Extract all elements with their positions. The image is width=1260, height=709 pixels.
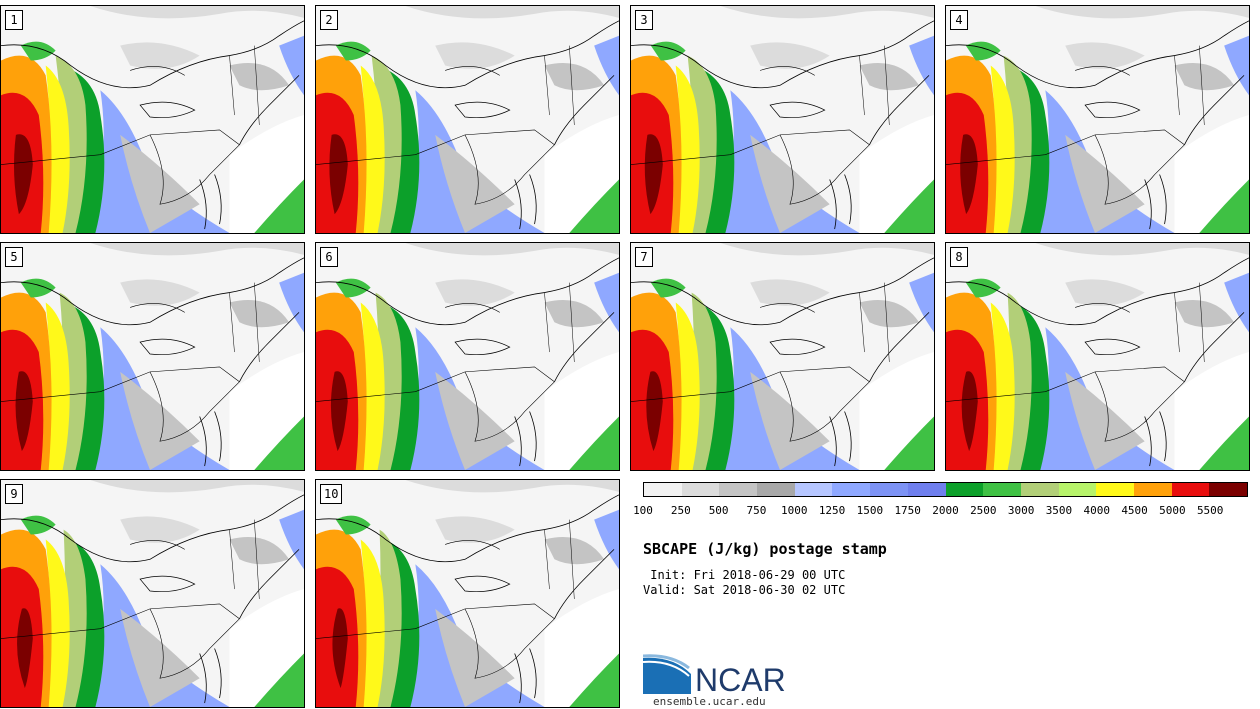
colorbar-tick-label: 3500 [1045, 504, 1073, 517]
member-number: 7 [635, 247, 653, 267]
colorbar-segment [945, 483, 984, 496]
colorbar-tick-label: 3000 [1007, 504, 1035, 517]
colorbar-segment [907, 483, 946, 496]
colorbar-tick-label: 1500 [856, 504, 884, 517]
ensemble-member-panel: 5 [0, 242, 305, 471]
colorbar-tick-label: 2000 [932, 504, 959, 517]
colorbar-segment [719, 483, 758, 496]
colorbar-tick-label: 1750 [894, 504, 921, 517]
colorbar-segment [1209, 483, 1247, 496]
colorbar-segment [1133, 483, 1172, 496]
colorbar-segment [870, 483, 908, 496]
member-number: 2 [320, 10, 338, 30]
member-number: 4 [950, 10, 968, 30]
colorbar-segment [832, 483, 871, 496]
ensemble-member-panel: 4 [945, 5, 1250, 234]
ensemble-member-panel: 10 [315, 479, 620, 708]
colorbar-tick-label: 100 [633, 504, 653, 517]
valid-time: Valid: Sat 2018-06-30 02 UTC [643, 583, 846, 597]
colorbar-tick-label: 4500 [1121, 504, 1148, 517]
ensemble-member-panel: 3 [630, 5, 935, 234]
page-title: SBCAPE (J/kg) postage stamp [643, 540, 887, 558]
ncar-logo: NCAR [643, 654, 786, 694]
colorbar-tick-label: 2500 [970, 504, 997, 517]
ncar-logo-text: NCAR [695, 662, 786, 694]
member-number: 6 [320, 247, 338, 267]
colorbar-tick-label: 500 [708, 504, 729, 517]
colorbar-segment [681, 483, 720, 496]
colorbar-segment [644, 483, 682, 496]
ensemble-member-panel: 9 [0, 479, 305, 708]
member-number: 10 [320, 484, 343, 504]
member-number: 8 [950, 247, 968, 267]
member-number: 3 [635, 10, 653, 30]
colorbar-tick-label: 250 [670, 504, 691, 517]
ensemble-member-panel: 7 [630, 242, 935, 471]
colorbar-tick-label: 5500 [1196, 504, 1224, 517]
ncar-logo-swoosh-icon [643, 657, 691, 694]
colorbar-tick-label: 1000 [781, 504, 808, 517]
ensemble-member-panel: 8 [945, 242, 1250, 471]
colorbar-tick-label: 5000 [1159, 504, 1186, 517]
logo-url: ensemble.ucar.edu [653, 695, 766, 708]
colorbar-segment [1058, 483, 1097, 496]
colorbar [643, 482, 1248, 497]
colorbar-tick-label: 4000 [1083, 504, 1111, 517]
ensemble-member-panel: 1 [0, 5, 305, 234]
ensemble-member-panel: 6 [315, 242, 620, 471]
colorbar-tick-label: 1250 [818, 504, 846, 517]
colorbar-segment [1020, 483, 1059, 496]
colorbar-segment [1096, 483, 1134, 496]
colorbar-segment [794, 483, 833, 496]
init-time: Init: Fri 2018-06-29 00 UTC [643, 568, 846, 582]
colorbar-segment [757, 483, 795, 496]
colorbar-segment [983, 483, 1021, 496]
member-number: 1 [5, 10, 23, 30]
colorbar-segment [1171, 483, 1210, 496]
ensemble-member-panel: 2 [315, 5, 620, 234]
member-number: 9 [5, 484, 23, 504]
colorbar-tick-label: 750 [746, 504, 767, 517]
member-number: 5 [5, 247, 23, 267]
